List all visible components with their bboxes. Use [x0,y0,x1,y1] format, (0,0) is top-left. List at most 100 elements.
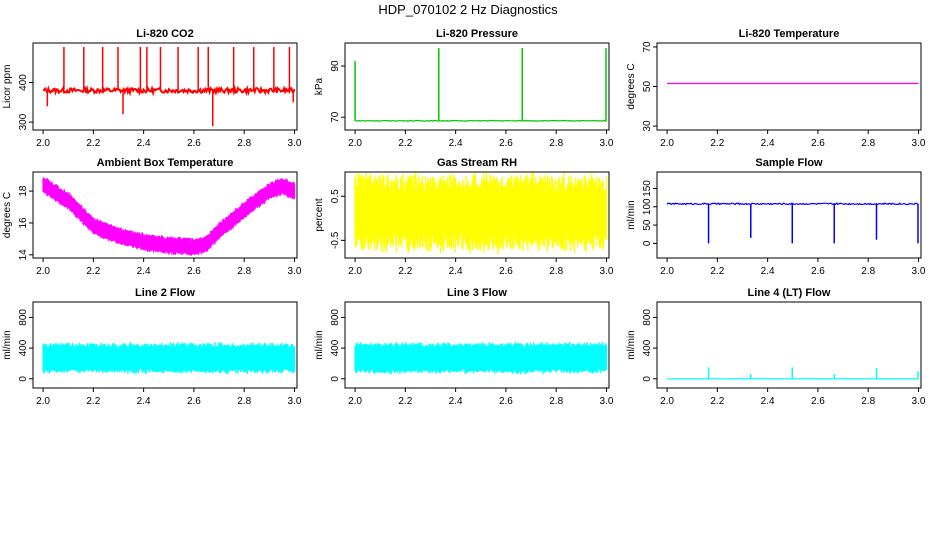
x-tick-label: 3.0 [288,396,302,407]
y-tick-label: 100 [642,198,653,215]
x-tick-label: 2.6 [811,138,825,149]
y-tick-label: 0 [642,376,653,382]
x-tick-label: 2.8 [237,138,251,149]
panel-title: Gas Stream RH [437,157,517,169]
x-tick-label: 2.2 [398,138,412,149]
x-tick-label: 2.4 [137,138,151,149]
x-tick-label: 2.0 [660,266,674,277]
x-tick-label: 2.4 [449,266,463,277]
y-tick-label: 30 [642,120,653,132]
x-tick-label: 2.8 [549,266,563,277]
data-series [666,367,919,380]
y-tick-label: 400 [642,339,653,356]
y-tick-label: 70 [642,41,653,53]
y-tick-label: 400 [18,339,29,356]
series-band [42,342,296,374]
plot-frame [32,171,298,259]
x-tick-label: 2.8 [861,138,875,149]
y-tick-label: 14 [18,249,29,261]
x-tick-label: 2.2 [86,266,100,277]
data-series [42,342,296,374]
y-tick-label: -0.5 [330,231,341,249]
plot-frame [656,171,922,259]
x-tick-label: 2.4 [137,396,151,407]
y-axis-label: percent [314,198,325,232]
panel-8: Line 3 Flow ml/min 2.0 2.2 2.4 2.6 2.8 3.0 0 400 8… [314,287,614,407]
plot-frame [32,301,298,389]
x-tick-label: 2.0 [348,396,362,407]
x-tick-label: 2.0 [348,138,362,149]
y-tick-label: 800 [18,309,29,326]
panel-1: Li-820 CO2 Licor ppm 2.0 2.2 2.4 2.6 2.8 3.0 300… [2,28,302,149]
y-tick-label: 400 [330,339,341,356]
y-tick-label: 300 [18,113,29,130]
panel-title: Line 2 Flow [135,287,195,299]
panel-9: Line 4 (LT) Flow ml/min 2.0 2.2 2.4 2.6 2.8 3.0… [626,287,926,407]
x-tick-label: 2.4 [449,138,463,149]
x-tick-label: 2.6 [499,396,513,407]
y-tick-label: 800 [330,309,341,326]
plot-frame [344,42,610,131]
x-tick-label: 3.0 [600,138,614,149]
x-tick-label: 3.0 [912,266,926,277]
panel-title: Ambient Box Temperature [97,157,234,169]
y-axis-label: degrees C [2,192,13,238]
y-tick-label: 150 [642,180,653,197]
x-tick-label: 2.2 [398,266,412,277]
x-tick-label: 2.8 [549,396,563,407]
x-tick-label: 2.8 [861,396,875,407]
x-tick-label: 2.8 [237,266,251,277]
panel-2: Li-820 Pressure kPa 2.0 2.2 2.4 2.6 2.8 3.0 70 90 [314,28,614,149]
x-tick-label: 2.2 [710,396,724,407]
y-tick-label: 50 [642,81,653,93]
y-axis-label: ml/min [626,200,637,229]
x-tick-label: 2.6 [187,396,201,407]
x-tick-label: 2.2 [710,138,724,149]
panel-6: Sample Flow ml/min 2.0 2.2 2.4 2.6 2.8 3.0 0 50 10… [626,157,926,277]
panel-title: Li-820 Temperature [739,28,840,40]
x-tick-label: 2.4 [761,266,775,277]
x-tick-label: 2.4 [449,396,463,407]
y-axis-label: kPa [314,77,325,95]
x-tick-label: 3.0 [288,266,302,277]
x-tick-label: 2.0 [348,266,362,277]
x-tick-label: 3.0 [912,396,926,407]
x-tick-label: 2.4 [761,396,775,407]
y-tick-label: 400 [18,74,29,91]
x-tick-label: 2.2 [710,266,724,277]
x-tick-label: 2.6 [811,266,825,277]
plot-frame [656,301,922,389]
series-band [42,177,296,256]
x-tick-label: 3.0 [600,266,614,277]
y-tick-label: 50 [642,219,653,231]
x-tick-label: 2.8 [549,138,563,149]
series-line [355,119,607,122]
x-tick-label: 2.0 [36,266,50,277]
panel-4: Ambient Box Temperature degrees C 2.0 2.2 2.… [2,157,302,277]
y-axis-label: ml/min [2,330,13,359]
data-series [354,48,607,122]
x-tick-label: 2.6 [811,396,825,407]
x-tick-label: 2.6 [499,266,513,277]
y-tick-label: 16 [18,217,29,229]
x-tick-label: 2.4 [137,266,151,277]
y-axis-label: degrees C [626,63,637,109]
panel-5: Gas Stream RH percent 2.0 2.2 2.4 2.6 2.8 3.0 -0… [314,157,614,277]
series-line [42,84,296,97]
x-tick-label: 2.8 [237,396,251,407]
y-axis-label: ml/min [626,330,637,359]
y-tick-label: 800 [642,309,653,326]
y-tick-label: 18 [18,185,29,197]
y-tick-label: 70 [330,111,341,123]
figure-title: HDP_070102 2 Hz Diagnostics [378,2,558,17]
x-tick-label: 2.0 [36,396,50,407]
x-tick-label: 2.0 [660,396,674,407]
plot-frame [344,301,610,389]
x-tick-label: 2.6 [187,266,201,277]
data-series [354,172,608,255]
series-band [354,341,608,375]
data-series [42,46,296,127]
x-tick-label: 2.0 [36,138,50,149]
x-tick-label: 2.2 [86,138,100,149]
y-axis-label: ml/min [314,330,325,359]
